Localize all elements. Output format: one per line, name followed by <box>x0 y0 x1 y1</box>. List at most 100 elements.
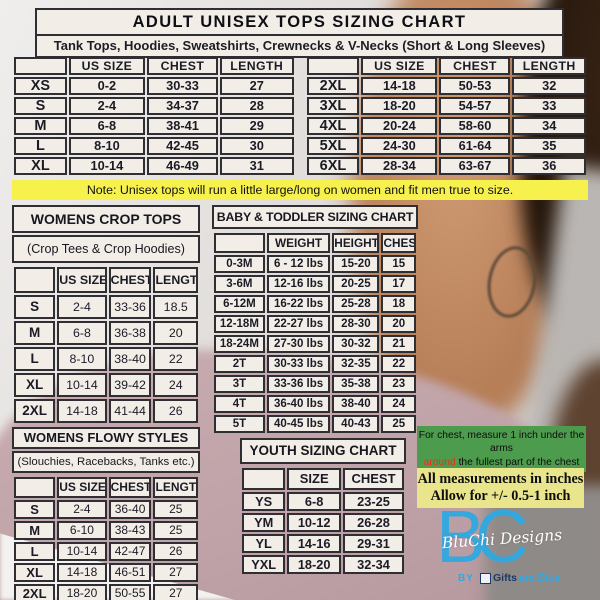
baby-toddler-panel: BABY & TODDLER SIZING CHART WEIGHT HEIGHT… <box>212 205 418 435</box>
cell-value: 6-8 <box>287 492 341 511</box>
cell-value: 25-28 <box>332 295 380 313</box>
cell-value: 54-57 <box>439 97 511 115</box>
table-row: YS 6-8 23-25 <box>242 492 404 511</box>
bluchi-designs-logo: BC BluChi Designs BY Gifts are Blue <box>412 500 592 598</box>
column-header: CHEST <box>439 57 511 75</box>
cell-value: 18.5 <box>153 295 198 319</box>
row-label: L <box>14 137 67 155</box>
table-row: XL 14-18 46-51 27 <box>14 563 198 582</box>
row-label: YM <box>242 513 286 532</box>
table-row: 12-18M 22-27 lbs 28-30 20 <box>214 315 416 333</box>
table-row: 18-24M 27-30 lbs 30-32 21 <box>214 335 416 353</box>
cell-value: 6 - 12 lbs <box>266 255 331 273</box>
cell-value: 30-33 lbs <box>266 355 331 373</box>
cell-value: 6-8 <box>68 117 145 135</box>
row-label: M <box>14 117 67 135</box>
cell-value: 14-18 <box>57 399 107 423</box>
cell-value: 18 <box>381 295 416 313</box>
table-row: XL 10-14 39-42 24 <box>14 373 198 397</box>
row-label: 3XL <box>306 97 360 115</box>
table-row: XS 0-2 30-33 27 <box>14 77 294 95</box>
cell-value: 16-22 lbs <box>266 295 331 313</box>
cell-value: 2-4 <box>68 97 145 115</box>
cell-value: 50-53 <box>439 77 511 95</box>
cell-value: 23-25 <box>343 492 404 511</box>
row-label: YS <box>242 492 286 511</box>
adult-sizing-tables: US SIZE CHEST LENGTH XS 0-2 30-33 27 S 2-4 34-37 2… <box>12 55 588 177</box>
table-row: 3T 33-36 lbs 35-38 23 <box>214 375 416 393</box>
row-label: M <box>14 521 56 540</box>
cell-value: 41-44 <box>108 399 152 423</box>
cell-value: 2-4 <box>57 500 107 519</box>
womens-flowy-panel: WOMENS FLOWY STYLES (Slouchies, Raceback… <box>12 427 200 600</box>
row-label: 12-18M <box>214 315 265 333</box>
row-label: S <box>14 500 56 519</box>
chart-subtitle: Tank Tops, Hoodies, Sweatshirts, Crewnec… <box>37 34 562 56</box>
column-header: WEIGHT <box>266 233 331 253</box>
table-row: YXL 18-20 32-34 <box>242 555 404 574</box>
cell-value: 20-25 <box>332 275 380 293</box>
cell-value: 30 <box>219 137 294 155</box>
table-row: 4XL 20-24 58-60 34 <box>306 117 586 135</box>
table-row: L 10-14 42-47 26 <box>14 542 198 561</box>
column-header: SIZE <box>287 468 341 490</box>
flowy-title: WOMENS FLOWY STYLES <box>12 427 200 449</box>
cell-value: 22 <box>381 355 416 373</box>
column-header <box>14 57 67 75</box>
cell-value: 61-64 <box>439 137 511 155</box>
fit-note-bar: Note: Unisex tops will run a little larg… <box>12 180 588 200</box>
cell-value: 38-41 <box>146 117 218 135</box>
cell-value: 18-20 <box>57 584 107 600</box>
flowy-table: US SIZECHESTLENGTHS2-436-4025M6-1038-432… <box>12 475 200 600</box>
cell-value: 38-40 <box>332 395 380 413</box>
column-header <box>214 233 265 253</box>
cell-value: 0-2 <box>68 77 145 95</box>
table-row: M 6-8 38-41 29 <box>14 117 294 135</box>
cell-value: 27 <box>219 77 294 95</box>
cell-value: 8-10 <box>68 137 145 155</box>
row-label: 6-12M <box>214 295 265 313</box>
row-label: 5T <box>214 415 265 433</box>
youth-sizing-panel: YOUTH SIZING CHART SIZE CHEST YS 6-8 23-25 YM… <box>240 438 406 576</box>
column-header: CHEST <box>108 267 152 293</box>
cell-value: 34 <box>512 117 586 135</box>
table-row: XL 10-14 46-49 31 <box>14 157 294 175</box>
cell-value: 27 <box>153 563 198 582</box>
row-label: S <box>14 97 67 115</box>
photo-raised-arm <box>525 165 600 455</box>
column-header <box>14 267 56 293</box>
gifts-are-blue-brand: Gifts are Blue <box>480 572 560 584</box>
cell-value: 46-49 <box>146 157 218 175</box>
cell-value: 32-34 <box>343 555 404 574</box>
cell-value: 14-18 <box>361 77 438 95</box>
table-row: 0-3M 6 - 12 lbs 15-20 15 <box>214 255 416 273</box>
table-row: 3XL 18-20 54-57 33 <box>306 97 586 115</box>
cell-value: 63-67 <box>439 157 511 175</box>
column-header: LENGTH <box>219 57 294 75</box>
adult-sizes-table-xs-xl: US SIZE CHEST LENGTH XS 0-2 30-33 27 S 2-4 34-37 2… <box>12 55 296 177</box>
column-header <box>306 57 360 75</box>
column-header: CHEST <box>381 233 416 253</box>
cell-value: 26 <box>153 542 198 561</box>
column-header: CHEST <box>146 57 218 75</box>
cell-value: 58-60 <box>439 117 511 135</box>
cell-value: 22-27 lbs <box>266 315 331 333</box>
table-row: YL 14-16 29-31 <box>242 534 404 553</box>
table-row: YM 10-12 26-28 <box>242 513 404 532</box>
row-label: YXL <box>242 555 286 574</box>
cell-value: 27-30 lbs <box>266 335 331 353</box>
chest-note-highlight: around <box>423 456 456 468</box>
chest-note-line2: the fullest part of the chest <box>455 456 580 468</box>
baby-toddler-title: BABY & TODDLER SIZING CHART <box>212 205 418 229</box>
chart-title-box: ADULT UNISEX TOPS SIZING CHART Tank Tops… <box>35 8 564 58</box>
row-label: 2T <box>214 355 265 373</box>
cell-value: 12-16 lbs <box>266 275 331 293</box>
cell-value: 18-20 <box>287 555 341 574</box>
row-label: 2XL <box>14 584 56 600</box>
crop-tops-table: US SIZECHESTLENGTHS2-433-3618.5M6-836-38… <box>12 265 200 425</box>
crop-tops-subtitle: (Crop Tees & Crop Hoodies) <box>12 235 200 263</box>
row-label: 4XL <box>306 117 360 135</box>
brand-text-gifts: Gifts <box>493 572 517 584</box>
cell-value: 38-43 <box>108 521 152 540</box>
column-header <box>14 477 56 498</box>
